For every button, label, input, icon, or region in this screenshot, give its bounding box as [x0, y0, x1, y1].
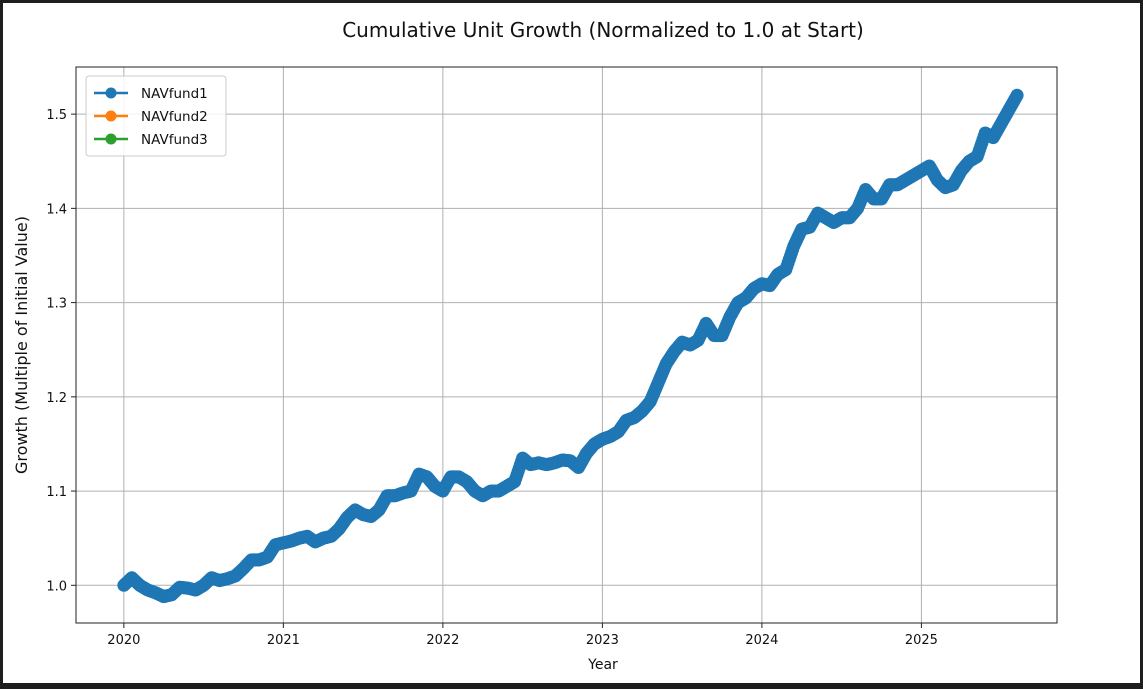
x-tick-label: 2020: [107, 633, 140, 648]
legend-label: NAVfund3: [141, 132, 208, 148]
y-tick-label: 1.3: [46, 297, 67, 312]
data-point: [1010, 88, 1024, 102]
x-tick-label: 2022: [426, 633, 459, 648]
legend-item-NAVfund3: NAVfund3: [94, 132, 208, 148]
y-tick-label: 1.4: [46, 202, 67, 217]
chart-svg: Cumulative Unit Growth (Normalized to 1.…: [12, 18, 1058, 673]
series-layer: [117, 88, 1024, 604]
legend-marker: [105, 87, 117, 99]
x-tick-label: 2025: [905, 633, 938, 648]
y-axis-label: Growth (Multiple of Initial Value): [12, 216, 31, 474]
x-tick-label: 2024: [745, 633, 778, 648]
y-tick-label: 1.2: [46, 391, 67, 406]
legend-item-NAVfund2: NAVfund2: [94, 109, 208, 125]
plot-frame: [75, 66, 1058, 624]
figure: Cumulative Unit Growth (Normalized to 1.…: [3, 3, 1140, 683]
legend-marker: [105, 133, 117, 145]
x-axis-label: Year: [587, 657, 618, 673]
grid: [76, 67, 1057, 623]
legend-item-NAVfund1: NAVfund1: [94, 86, 208, 102]
y-tick-label: 1.0: [46, 579, 67, 594]
legend-box: [85, 75, 227, 157]
x-axis: 2020 2021 2022 2023 2024 2025: [107, 623, 938, 648]
legend: NAVfund1 NAVfund2 NAVfund3: [85, 75, 227, 157]
x-tick-label: 2021: [267, 633, 300, 648]
series-line: [122, 94, 1019, 598]
legend-marker: [105, 110, 117, 122]
y-tick-label: 1.5: [46, 108, 67, 123]
y-axis: 1.0 1.1 1.2 1.3 1.4 1.5: [46, 108, 76, 594]
series-NAVfund1: [117, 88, 1024, 604]
legend-label: NAVfund2: [141, 109, 208, 125]
x-tick-label: 2023: [586, 633, 619, 648]
legend-label: NAVfund1: [141, 86, 208, 102]
chart-title: Cumulative Unit Growth (Normalized to 1.…: [342, 18, 864, 42]
y-tick-label: 1.1: [46, 485, 67, 500]
